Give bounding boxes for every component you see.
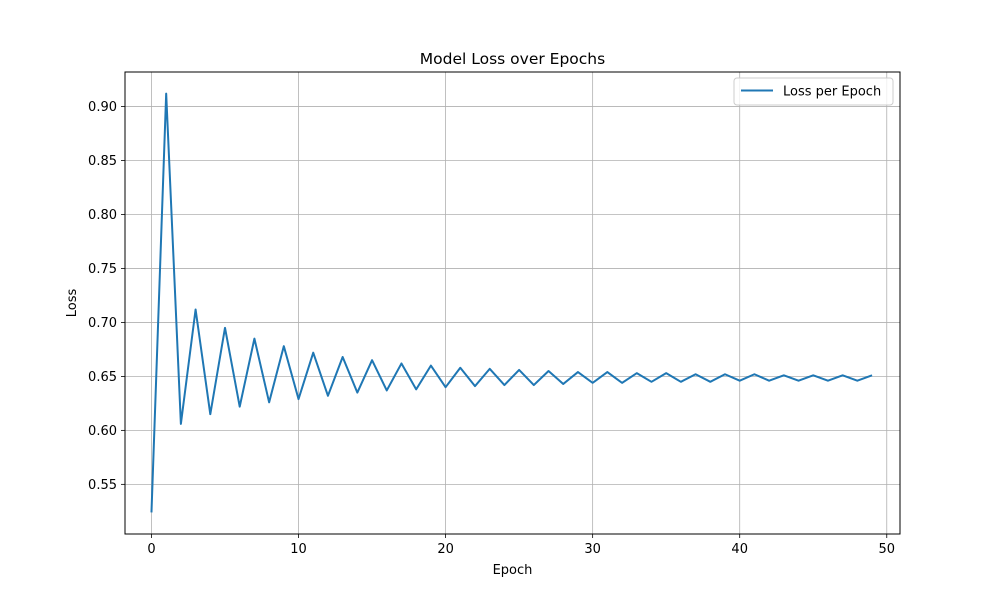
y-tick-label: 0.75 [88, 262, 117, 277]
y-tick-label: 0.65 [88, 370, 117, 385]
series-layer [150, 92, 873, 513]
x-tick-label: 50 [878, 542, 895, 557]
legend-box [733, 77, 894, 106]
x-tick-label: 40 [731, 542, 748, 557]
y-tick-label: 0.55 [88, 478, 117, 493]
legend-label: Loss per Epoch [783, 85, 881, 100]
y-tick-label: 0.70 [88, 316, 117, 331]
x-tick-label: 10 [290, 542, 307, 557]
y-tick-label: 0.60 [88, 424, 117, 439]
series-line-loss-per-epoch [150, 92, 873, 513]
plot-frame [124, 71, 901, 535]
legend: Loss per Epoch [733, 77, 894, 106]
x-tick-label: 20 [437, 542, 454, 557]
y-tick-label: 0.85 [88, 154, 117, 169]
x-axis-label: Epoch [493, 563, 533, 578]
x-tick-label: 30 [584, 542, 601, 557]
y-tick-label: 0.80 [88, 208, 117, 223]
y-axis-label: Loss [65, 289, 80, 318]
y-tick-label: 0.90 [88, 100, 117, 115]
x-tick-label: 0 [147, 542, 155, 557]
chart-title: Model Loss over Epochs [420, 50, 605, 68]
grid-lines [125, 72, 900, 534]
axis-ticks: 0 10 20 30 40 50 0.55 0.60 0.65 0.70 0.75 0.80 0.85 0… [88, 100, 895, 557]
